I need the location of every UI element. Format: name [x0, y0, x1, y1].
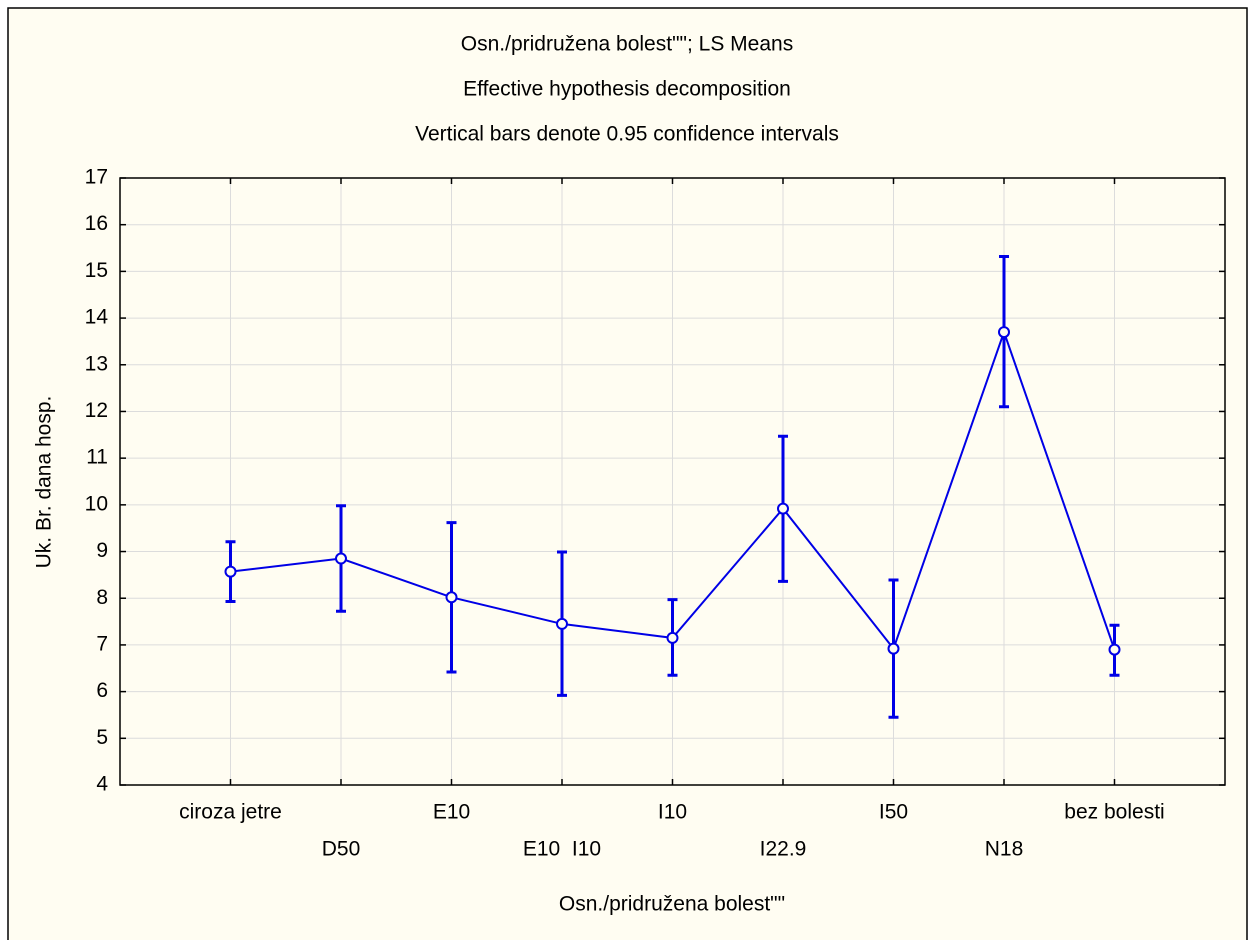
y-tick-label: 11: [86, 446, 108, 469]
y-tick-label: 14: [85, 306, 109, 329]
x-axis-label: Osn./pridružena bolest"": [559, 893, 785, 916]
y-axis-label: Uk. Br. dana hosp.: [33, 396, 56, 569]
y-tick-label: 10: [85, 492, 108, 515]
y-tick-label: 13: [85, 352, 108, 375]
chart-title: Osn./pridružena bolest""; LS Means: [461, 33, 793, 56]
x-tick-label: E10 I10: [523, 838, 601, 861]
x-tick-label: D50: [322, 838, 361, 861]
point: [335, 552, 347, 565]
x-tick-label: N18: [985, 838, 1024, 861]
plot-frame: [119, 177, 1226, 786]
y-tick-label: 6: [96, 679, 108, 702]
point: [445, 591, 458, 604]
x-tick-label: I10: [658, 801, 687, 824]
y-tick-label: 5: [96, 726, 108, 749]
x-tick-label: bez bolesti: [1064, 801, 1164, 824]
x-tick-label: I22.9: [760, 838, 807, 861]
point: [1108, 643, 1121, 656]
y-tick-label: 12: [85, 399, 108, 422]
point: [556, 617, 568, 630]
y-tick-label: 7: [96, 632, 108, 655]
x-tick-label: I50: [879, 801, 908, 824]
point: [998, 326, 1010, 339]
x-tick-label: E10: [433, 801, 470, 824]
y-tick-label: 16: [85, 212, 108, 235]
point: [777, 502, 789, 515]
y-tick-label: 17: [85, 166, 108, 189]
y-tick-label: 4: [96, 773, 108, 796]
y-tick-label: 9: [96, 539, 108, 562]
y-tick-label: 15: [85, 259, 108, 282]
chart-subtitle: Effective hypothesis decomposition: [463, 78, 791, 101]
y-tick-label: 8: [96, 586, 108, 609]
point: [666, 631, 679, 644]
point: [224, 565, 237, 578]
chart-note: Vertical bars denote 0.95 confidence int…: [415, 123, 839, 146]
point: [887, 642, 900, 655]
x-tick-label: ciroza jetre: [179, 801, 282, 824]
